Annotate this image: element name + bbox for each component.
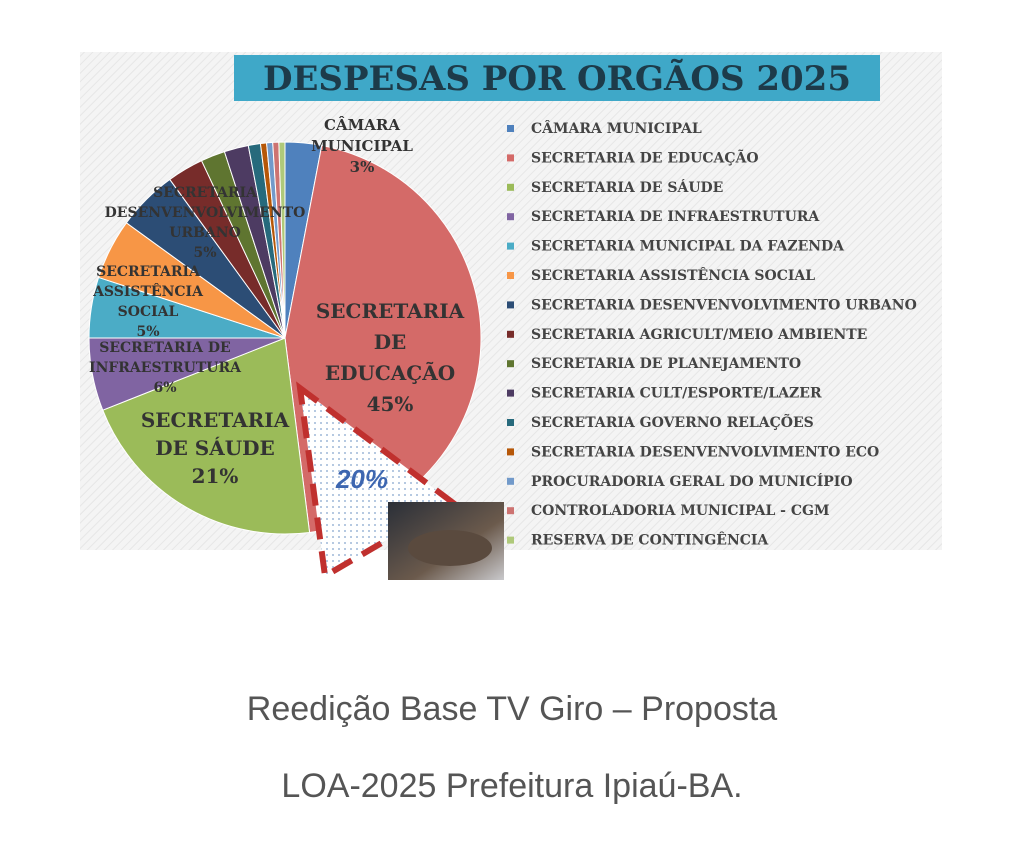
slice-label: DESENVENVOLVIMENTO xyxy=(105,205,306,221)
data-label: 45% xyxy=(367,392,414,416)
legend-swatch xyxy=(507,477,514,485)
legend-label: PROCURADORIA GERAL DO MUNICÍPIO xyxy=(531,472,853,490)
slice-label: URBANO xyxy=(169,225,241,241)
pie-slice xyxy=(102,337,311,535)
data-label: 6% xyxy=(153,380,176,396)
slice-label: ASSISTÊNCIA xyxy=(92,282,204,300)
data-label: 5% xyxy=(193,245,216,261)
legend-swatch xyxy=(507,213,514,221)
caption-line: LOA-2025 Prefeitura Ipiaú-BA. xyxy=(281,767,742,805)
legend-label: SECRETARIA DE INFRAESTRUTURA xyxy=(531,209,820,225)
legend-swatch xyxy=(507,183,514,191)
legend-label: SECRETARIA DESENVENVOLVIMENTO URBANO xyxy=(531,297,917,313)
legend-swatch xyxy=(507,154,514,162)
chart-title: DESPESAS POR ORGÃOS 2025 xyxy=(263,59,851,99)
legend-label: SECRETARIA MUNICIPAL DA FAZENDA xyxy=(531,239,845,255)
legend: CÂMARA MUNICIPAL SECRETARIA DE EDUCAÇÃO SE… xyxy=(507,119,917,549)
legend-label: SECRETARIA DE PLANEJAMENTO xyxy=(531,356,801,372)
legend-label: CÂMARA MUNICIPAL xyxy=(531,119,702,137)
legend-swatch xyxy=(507,419,514,426)
legend-swatch xyxy=(507,272,514,279)
slice-label: EDUCAÇÃO xyxy=(325,361,455,385)
legend-swatch xyxy=(507,536,514,544)
slice-label: SECRETARIA DE xyxy=(99,340,230,356)
slice-label: MUNICIPAL xyxy=(311,137,413,155)
caption-line: Reedição Base TV Giro – Proposta xyxy=(247,690,778,728)
slice-label: DE SÁUDE xyxy=(155,436,275,460)
slice-label: SECRETARIA xyxy=(141,408,290,432)
legend-label: SECRETARIA DESENVENVOLVIMENTO ECO xyxy=(531,444,879,460)
slice-label: SECRETARIA xyxy=(316,299,465,323)
title-banner xyxy=(234,55,880,101)
slice-label: CÂMARA xyxy=(324,116,400,134)
pie xyxy=(88,141,482,535)
legend-label: SECRETARIA GOVERNO RELAÇÕES xyxy=(531,412,814,431)
data-label: 5% xyxy=(136,324,159,340)
legend-swatch xyxy=(507,125,514,132)
pie-slice xyxy=(278,141,286,339)
legend-swatch xyxy=(507,507,514,515)
legend-label: SECRETARIA DE EDUCAÇÃO xyxy=(531,147,759,166)
slice-label: DE xyxy=(374,330,407,354)
slice-labels: CÂMARA MUNICIPAL 3% SECRETARIA DE EDUCAÇÃO 45%… xyxy=(89,116,465,488)
legend-swatch xyxy=(507,360,514,368)
photo-rat xyxy=(408,530,492,566)
legend-swatch xyxy=(507,242,514,250)
annotation: 20% xyxy=(335,464,388,494)
legend-swatch xyxy=(507,330,514,338)
legend-label: CONTROLADORIA MUNICIPAL - CGM xyxy=(531,503,829,519)
legend-label: SECRETARIA DE SÁUDE xyxy=(531,178,723,196)
highlight-triangle xyxy=(296,381,458,581)
legend-swatch xyxy=(507,389,514,397)
legend-label: SECRETARIA CULT/ESPORTE/LAZER xyxy=(531,386,822,402)
slice-label: INFRAESTRUTURA xyxy=(89,360,242,376)
slice-label: SECRETARIA xyxy=(153,185,258,201)
legend-label: SECRETARIA AGRICULT/MEIO AMBIENTE xyxy=(531,327,867,343)
legend-swatch xyxy=(507,448,514,456)
slice-label: SECRETARIA xyxy=(96,264,201,280)
data-label: 21% xyxy=(192,464,239,488)
legend-label: RESERVA DE CONTINGÊNCIA xyxy=(531,531,769,549)
legend-swatch xyxy=(507,301,514,309)
slice-label: SOCIAL xyxy=(118,304,179,320)
data-label: 3% xyxy=(350,158,375,176)
legend-label: SECRETARIA ASSISTÊNCIA SOCIAL xyxy=(531,266,815,284)
